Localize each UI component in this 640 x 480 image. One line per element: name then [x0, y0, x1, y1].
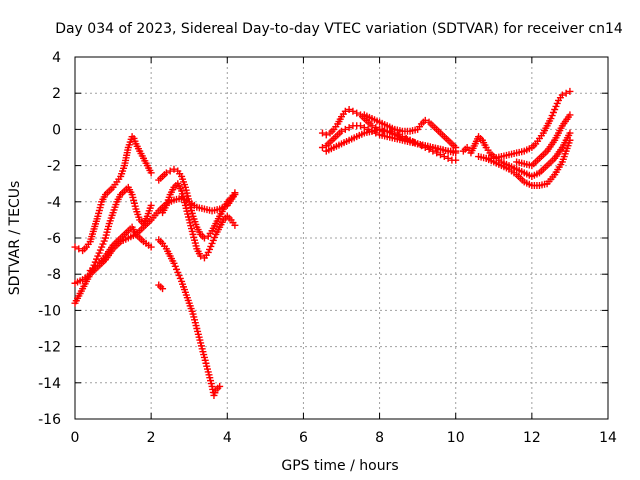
- data-point-track-o: [562, 89, 570, 97]
- x-tick-label: 10: [447, 430, 465, 446]
- data-point-track-j: [345, 124, 353, 132]
- y-tick-label: -8: [47, 267, 61, 283]
- y-tick-label: -14: [38, 376, 61, 392]
- data-point-track-j: [341, 125, 349, 133]
- data-point-track-j: [338, 127, 345, 135]
- data-point-track-o: [566, 87, 574, 95]
- x-tick-label: 4: [223, 430, 232, 446]
- data-point-track-h: [159, 285, 167, 293]
- y-tick-label: 0: [52, 122, 61, 138]
- data-point-track-e: [166, 167, 174, 175]
- y-tick-label: -6: [47, 231, 61, 247]
- x-axis-label: GPS time / hours: [281, 458, 398, 474]
- data-point-track-i: [433, 149, 441, 157]
- x-axis-ticks: 0 2 4 6 8 10 12 14: [71, 57, 617, 446]
- x-tick-label: 8: [375, 430, 384, 446]
- data-point-track-l: [421, 116, 429, 124]
- data-point-track-f: [231, 221, 239, 229]
- data-point-track-e: [162, 169, 170, 177]
- data-point-track-i: [318, 129, 326, 137]
- x-tick-label: 6: [299, 430, 308, 446]
- y-axis-ticks: -16 -14 -12 -10 -8 -6 -4 -2 0 2 4: [38, 50, 608, 428]
- data-point-track-j: [357, 122, 365, 130]
- data-point-track-i: [345, 105, 353, 113]
- data-point-track-d: [147, 243, 155, 251]
- grid-lines: [75, 57, 608, 419]
- x-tick-label: 14: [599, 430, 617, 446]
- y-tick-label: -4: [47, 195, 61, 211]
- data-point-track-i: [349, 107, 357, 115]
- data-point-track-l: [452, 144, 460, 151]
- data-point-track-e: [170, 165, 178, 173]
- data-point-track-b: [147, 201, 155, 209]
- data-point-track-p: [566, 111, 574, 119]
- data-point-track-a: [71, 243, 79, 251]
- y-tick-label: 2: [52, 86, 61, 102]
- data-point-track-o: [558, 91, 566, 99]
- y-tick-label: -12: [38, 340, 61, 356]
- data-point-track-n: [566, 136, 574, 144]
- x-tick-label: 12: [523, 430, 541, 446]
- data-point-track-i: [353, 109, 361, 117]
- x-tick-label: 2: [147, 430, 156, 446]
- data-point-track-i: [322, 131, 330, 139]
- x-tick-label: 0: [71, 430, 80, 446]
- y-tick-label: -2: [47, 159, 61, 175]
- y-axis-label: SDTVAR / TECUs: [7, 181, 23, 296]
- y-tick-label: 4: [52, 50, 61, 66]
- data-point-track-i: [452, 156, 460, 164]
- data-point-track-f: [197, 252, 205, 260]
- data-point-track-j: [318, 144, 326, 151]
- chart-title: Day 034 of 2023, Sidereal Day-to-day VTE…: [55, 21, 623, 37]
- data-point-track-i: [341, 107, 349, 115]
- data-point-track-e: [231, 189, 239, 197]
- data-point-track-g: [216, 382, 224, 390]
- data-point-track-i: [440, 153, 448, 161]
- data-point-track-e: [200, 234, 208, 242]
- data-points: [71, 87, 574, 399]
- data-point-track-m: [566, 129, 574, 137]
- y-tick-label: -16: [38, 412, 61, 428]
- data-point-track-i: [444, 154, 452, 162]
- data-point-track-a: [147, 169, 155, 177]
- y-tick-label: -10: [38, 303, 61, 319]
